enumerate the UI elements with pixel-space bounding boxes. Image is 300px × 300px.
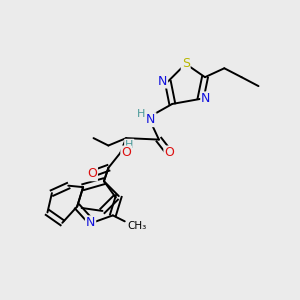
Text: CH₃: CH₃: [127, 221, 146, 231]
Text: O: O: [87, 167, 97, 180]
Text: H: H: [137, 109, 145, 119]
Text: N: N: [201, 92, 211, 105]
Text: S: S: [182, 57, 190, 70]
Text: N: N: [158, 74, 167, 88]
Text: N: N: [146, 113, 156, 126]
Text: O: O: [164, 146, 174, 160]
Text: O: O: [121, 146, 131, 160]
Text: H: H: [125, 140, 134, 150]
Text: N: N: [86, 216, 95, 229]
